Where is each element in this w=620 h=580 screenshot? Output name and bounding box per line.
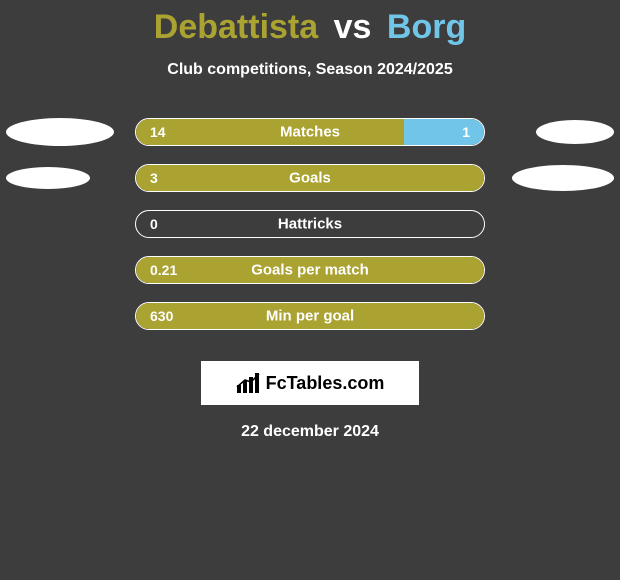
metric-bar: 3 Goals [135, 164, 485, 192]
comparison-row: 0 Hattricks [0, 201, 620, 247]
metric-bar: 0 Hattricks [135, 210, 485, 238]
logo-badge: FcTables.com [201, 361, 419, 405]
player2-ellipse-icon [512, 165, 614, 191]
title-sep: vs [334, 8, 372, 46]
player1-value: 14 [150, 124, 166, 140]
player1-value: 3 [150, 170, 158, 186]
player1-name: Debattista [154, 8, 318, 46]
player2-bar-fill [404, 119, 484, 145]
metric-label: Min per goal [266, 308, 354, 325]
player2-value: 1 [462, 124, 470, 140]
metric-bar: 0.21 Goals per match [135, 256, 485, 284]
comparison-rows: 14 1 Matches 3 Goals 0 Hattricks 0.21 Goals per … [0, 109, 620, 339]
logo-text: FcTables.com [266, 373, 385, 394]
page-title: Debattista vs Borg [0, 0, 620, 47]
comparison-row: 630 Min per goal [0, 293, 620, 339]
metric-label: Goals per match [251, 262, 369, 279]
comparison-row: 0.21 Goals per match [0, 247, 620, 293]
player1-value: 0 [150, 216, 158, 232]
barchart-icon [236, 373, 260, 393]
comparison-row: 14 1 Matches [0, 109, 620, 155]
player2-ellipse-icon [536, 120, 614, 144]
player2-name: Borg [387, 8, 466, 46]
player1-ellipse-icon [6, 118, 114, 146]
metric-bar: 630 Min per goal [135, 302, 485, 330]
metric-bar: 14 1 Matches [135, 118, 485, 146]
metric-label: Goals [289, 170, 331, 187]
comparison-row: 3 Goals [0, 155, 620, 201]
player1-value: 630 [150, 308, 173, 324]
metric-label: Hattricks [278, 216, 342, 233]
player1-bar-fill [136, 119, 404, 145]
date-text: 22 december 2024 [0, 423, 620, 441]
player1-ellipse-icon [6, 167, 90, 189]
metric-label: Matches [280, 124, 340, 141]
subtitle: Club competitions, Season 2024/2025 [0, 61, 620, 79]
player1-value: 0.21 [150, 262, 177, 278]
